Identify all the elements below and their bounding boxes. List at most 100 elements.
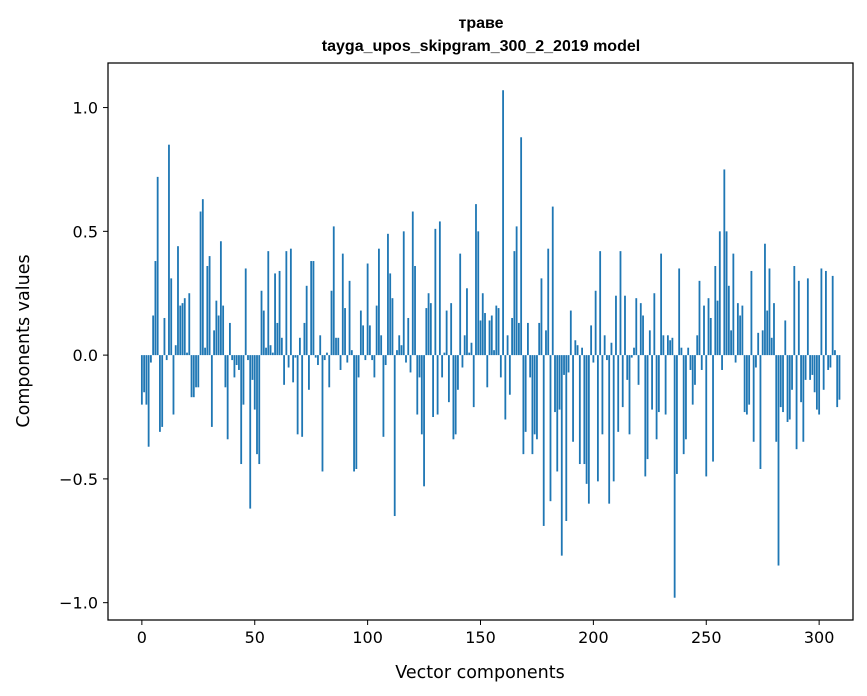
bar bbox=[213, 330, 216, 356]
bar bbox=[350, 350, 353, 356]
bar bbox=[637, 355, 640, 385]
bar bbox=[676, 355, 678, 474]
bar bbox=[533, 355, 536, 435]
bar bbox=[545, 330, 547, 356]
bar bbox=[269, 345, 272, 356]
bar bbox=[149, 355, 152, 363]
x-tick-label: 100 bbox=[352, 628, 383, 647]
bar bbox=[285, 251, 288, 356]
bar bbox=[822, 355, 825, 390]
bar bbox=[750, 270, 753, 356]
bar bbox=[827, 355, 830, 370]
bar bbox=[705, 355, 708, 477]
bar bbox=[502, 90, 504, 356]
bar bbox=[454, 355, 457, 435]
bar bbox=[201, 199, 204, 356]
bar bbox=[283, 355, 285, 385]
bar bbox=[208, 256, 211, 356]
bar bbox=[287, 355, 290, 368]
bar bbox=[457, 355, 459, 390]
bar bbox=[425, 308, 428, 356]
bar bbox=[714, 266, 717, 356]
bar bbox=[536, 355, 538, 440]
bar bbox=[522, 355, 525, 455]
bar bbox=[626, 355, 629, 380]
bar bbox=[585, 355, 588, 484]
bar bbox=[472, 355, 475, 408]
bar bbox=[163, 317, 166, 356]
bar bbox=[490, 315, 493, 356]
bar bbox=[321, 355, 324, 472]
bar bbox=[296, 355, 299, 435]
bar bbox=[447, 355, 450, 403]
bar bbox=[276, 322, 279, 356]
bar bbox=[445, 310, 448, 356]
bar bbox=[615, 295, 617, 356]
bar bbox=[308, 355, 310, 390]
bar bbox=[630, 355, 633, 358]
bar bbox=[402, 231, 405, 356]
bar bbox=[581, 347, 583, 356]
bar bbox=[680, 347, 683, 356]
bar bbox=[838, 355, 841, 400]
bar bbox=[409, 355, 412, 373]
bar bbox=[696, 335, 699, 356]
y-tick-label: −0.5 bbox=[59, 470, 98, 489]
bar bbox=[524, 355, 527, 432]
bar bbox=[716, 300, 719, 356]
bar bbox=[664, 355, 667, 415]
bar bbox=[382, 355, 385, 437]
y-tick-label: 1.0 bbox=[73, 99, 98, 118]
bar bbox=[694, 355, 696, 385]
bar bbox=[504, 355, 507, 420]
bar bbox=[745, 355, 748, 415]
bar bbox=[183, 298, 186, 356]
bar bbox=[508, 355, 511, 395]
bar bbox=[596, 355, 599, 482]
bar bbox=[310, 261, 313, 356]
bar bbox=[143, 355, 146, 393]
bar bbox=[757, 332, 760, 356]
bar bbox=[267, 251, 270, 356]
bar bbox=[326, 352, 328, 356]
bar bbox=[197, 355, 200, 388]
bar bbox=[357, 355, 360, 378]
bar bbox=[459, 253, 462, 356]
bar bbox=[583, 355, 586, 465]
bar bbox=[461, 355, 464, 368]
bar bbox=[145, 355, 148, 405]
bar bbox=[161, 355, 164, 427]
bar bbox=[355, 355, 358, 469]
bar bbox=[831, 275, 834, 356]
bar bbox=[226, 355, 229, 440]
bar bbox=[289, 248, 292, 356]
bar bbox=[554, 355, 556, 413]
bar bbox=[619, 251, 622, 356]
bar bbox=[186, 352, 188, 356]
bar bbox=[303, 322, 306, 356]
bar bbox=[159, 355, 161, 432]
bar bbox=[612, 355, 615, 482]
bar bbox=[660, 253, 663, 356]
bar bbox=[341, 253, 344, 356]
bar bbox=[606, 355, 608, 361]
y-axis-ticks: −1.0 −0.5 0.0 0.5 1.0 bbox=[59, 99, 108, 613]
bar bbox=[152, 315, 155, 356]
bar bbox=[188, 293, 191, 356]
bar bbox=[657, 355, 660, 413]
bar bbox=[204, 347, 206, 356]
bar bbox=[540, 278, 543, 356]
bar bbox=[400, 345, 403, 356]
bar bbox=[192, 355, 195, 398]
bar bbox=[736, 303, 739, 356]
bar bbox=[423, 355, 425, 487]
bar bbox=[229, 322, 231, 356]
bar bbox=[639, 303, 642, 356]
bar bbox=[517, 322, 520, 356]
bar bbox=[195, 355, 197, 388]
bar bbox=[335, 337, 337, 356]
bar bbox=[698, 280, 701, 356]
bar bbox=[511, 317, 514, 356]
bar bbox=[648, 330, 651, 356]
